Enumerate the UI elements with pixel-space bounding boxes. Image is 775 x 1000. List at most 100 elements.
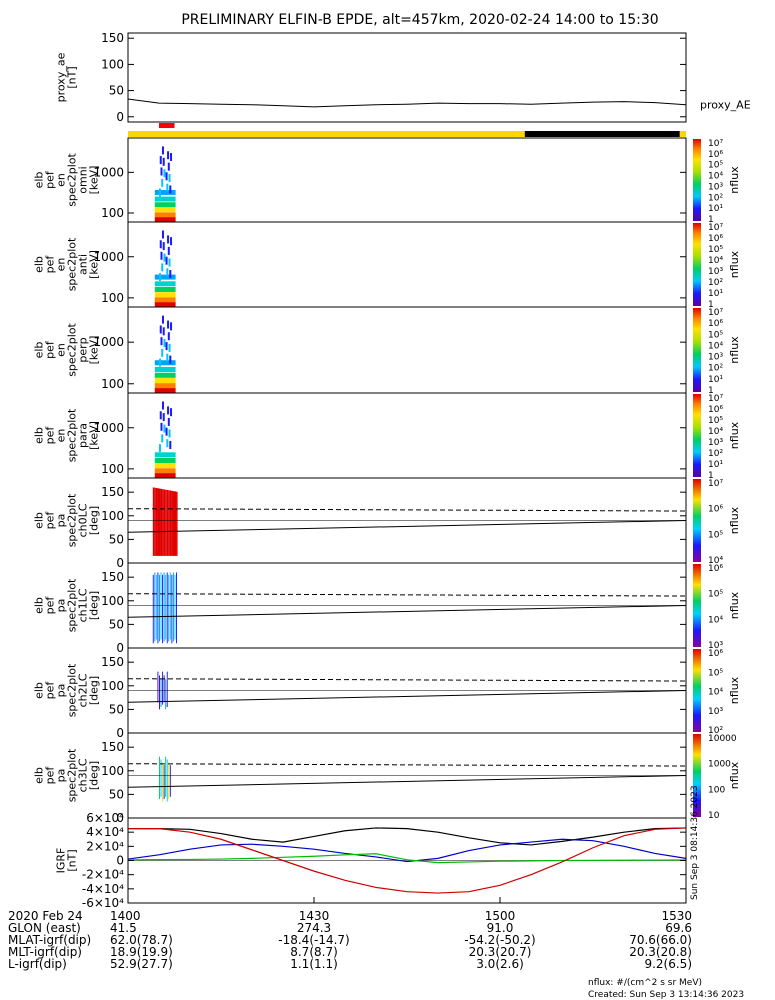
ch0LC-ylabel-line-5: [deg] (88, 506, 101, 535)
ch0LC-colorbar-tick-0: 10⁴ (708, 556, 723, 566)
ch3LC-ylabel-line-0: elb (33, 767, 46, 784)
ch1LC-pa-column-5 (160, 572, 162, 640)
proxy_ae-ylabel-line-1: [nT] (66, 66, 79, 88)
ch1LC-pa-column-11 (169, 572, 171, 640)
anti-sparse-pixel-9 (168, 258, 171, 267)
igrf-ytick-label-5: 4×10⁴ (86, 825, 124, 839)
omni-colorbar-tick-0: 1 (708, 215, 714, 225)
omni-colorbar-tick-7: 10⁷ (708, 139, 723, 149)
ch2LC-pa-column-3 (157, 671, 159, 703)
anti-colorbar-tick-0: 1 (708, 300, 714, 310)
perp-colorbar (693, 308, 701, 392)
ch1LC-pa-column-14 (174, 574, 176, 640)
proxy_ae-ylabel-line-0: proxy_ae (55, 52, 68, 102)
ch1LC-ytick-label-2: 100 (101, 594, 124, 608)
ch2LC-loss-cone-line (127, 690, 687, 703)
omni-colorbar-tick-1: 10¹ (708, 204, 723, 214)
ch0LC-pa-column-1 (154, 487, 156, 556)
para-energy-band-0 (154, 472, 176, 478)
footer-row-1-value-2: 91.0 (487, 921, 514, 935)
perp-frame (127, 306, 687, 394)
ch0LC-pa-column-13 (172, 491, 175, 556)
para-colorbar-tick-3: 10³ (708, 438, 723, 448)
ch3LC-pa-column-8 (165, 756, 167, 797)
para-sparse-pixel-11 (169, 441, 172, 450)
para-energy-band-2 (154, 463, 176, 469)
ch0LC-pa-column-0 (152, 487, 155, 556)
ch2LC-colorbar-tick-1: 10³ (708, 707, 723, 717)
igrf-ytick-label-3: 0 (116, 854, 124, 868)
para-frame (127, 392, 687, 479)
proxy_ae-ytick-label-1: 50 (109, 84, 124, 98)
omni-sparse-pixel-9 (168, 174, 171, 183)
anti-sparse-pixel-2 (159, 240, 162, 249)
omni-colorbar-tick-3: 10³ (708, 182, 723, 192)
para-colorbar-label: nflux (728, 421, 741, 449)
perp-energy-band-5 (154, 360, 176, 366)
perp-ylabel-line-2: en (55, 343, 68, 357)
side-stamp: Sun Sep 3 08:14:36 2023 (690, 785, 700, 900)
ch2LC-ytick-label-2: 100 (101, 679, 124, 693)
ch0LC-colorbar (693, 479, 701, 562)
perp-ylabel-line-0: elb (33, 342, 46, 359)
anti-colorbar-tick-3: 10³ (708, 267, 723, 277)
para-ylabel-line-4: para (77, 423, 90, 448)
para-sparse-pixel-10 (162, 413, 165, 422)
footer-row-4-value-2: 3.0(2.6) (476, 957, 524, 971)
ch3LC-colorbar-tick-2: 1000 (708, 760, 731, 770)
ch3LC-ylabel-line-3: spec2plot (66, 748, 79, 802)
ch0LC-pa-column-9 (166, 489, 169, 556)
ch0LC-ytick-label-0: 0 (116, 556, 124, 570)
ch3LC-loss-cone-line (127, 775, 687, 788)
footer-row-0-value-0: 1400 (110, 909, 141, 923)
anti-sparse-pixel-0 (159, 273, 161, 282)
anti-ytick-label-1: 1000 (93, 250, 124, 264)
ch0LC-ylabel-line-4: ch0LC (77, 503, 90, 537)
ch3LC-colorbar-tick-1: 100 (708, 785, 725, 795)
para-energy-band-3 (154, 457, 176, 463)
perp-ylabel-line-4: perp (77, 337, 90, 362)
anti-ylabel-line-1: pef (44, 255, 57, 274)
ch0LC-pa-column-5 (160, 488, 163, 556)
footer-row-4-value-3: 9.2(6.5) (644, 957, 692, 971)
ch1LC-anti-loss-cone-line (127, 593, 687, 597)
ch0LC-ylabel-line-2: pa (55, 514, 68, 528)
ch1LC-colorbar-tick-3: 10⁶ (708, 564, 723, 574)
plot-title: PRELIMINARY ELFIN-B EPDE, alt=457km, 202… (181, 12, 658, 28)
ch1LC-colorbar-tick-2: 10⁵ (708, 590, 723, 600)
perp-energy-band-2 (154, 377, 176, 383)
ch2LC-colorbar-tick-3: 10⁵ (708, 668, 723, 678)
igrf-ytick-label-1: -4×10⁴ (82, 882, 124, 896)
created-stamp: Created: Sun Sep 3 13:14:36 2023 (588, 990, 744, 1000)
ch1LC-pa-column-3 (157, 572, 159, 644)
perp-colorbar-tick-1: 10¹ (708, 375, 723, 385)
perp-sparse-pixel-7 (167, 332, 170, 341)
ch2LC-ylabel-line-5: [deg] (88, 676, 101, 705)
anti-sparse-pixel-5 (167, 235, 170, 244)
perp-colorbar-tick-6: 10⁶ (708, 319, 723, 329)
anti-energy-band-2 (154, 292, 176, 298)
perp-colorbar-label-text: nflux (728, 336, 741, 364)
ch1LC-ylabel-line-2: pa (55, 599, 68, 613)
anti-sparse-pixel-7 (167, 246, 170, 255)
anti-ylabel-line-2: en (55, 258, 68, 272)
ch1LC-ylabel-line-0: elb (33, 597, 46, 614)
ch1LC-pa-column-15 (176, 572, 177, 644)
ch2LC-pa-column-4 (159, 675, 160, 710)
omni-energy-band-5 (154, 189, 176, 195)
omni-sparse-pixel-5 (167, 151, 170, 160)
proxy_ae-ytick-label-3: 150 (101, 31, 124, 45)
omni-ytick-label-0: 100 (101, 206, 124, 220)
ch3LC-ytick-label-3: 150 (101, 740, 124, 754)
footer-row-2-value-1: -18.4(-14.7) (278, 933, 349, 947)
anti-energy-band-3 (154, 286, 176, 292)
ch0LC-colorbar-label-text: nflux (728, 506, 741, 534)
omni-sparse-pixel-10 (162, 157, 165, 166)
ch3LC-ytick-label-1: 50 (109, 787, 124, 801)
perp-ytick-label-0: 100 (101, 377, 124, 391)
ch1LC-pa-column-10 (168, 574, 170, 642)
ch1LC-pa-column-1 (154, 572, 156, 642)
ch0LC-pa-column-15 (176, 491, 178, 556)
omni-sparse-pixel-6 (161, 178, 164, 187)
